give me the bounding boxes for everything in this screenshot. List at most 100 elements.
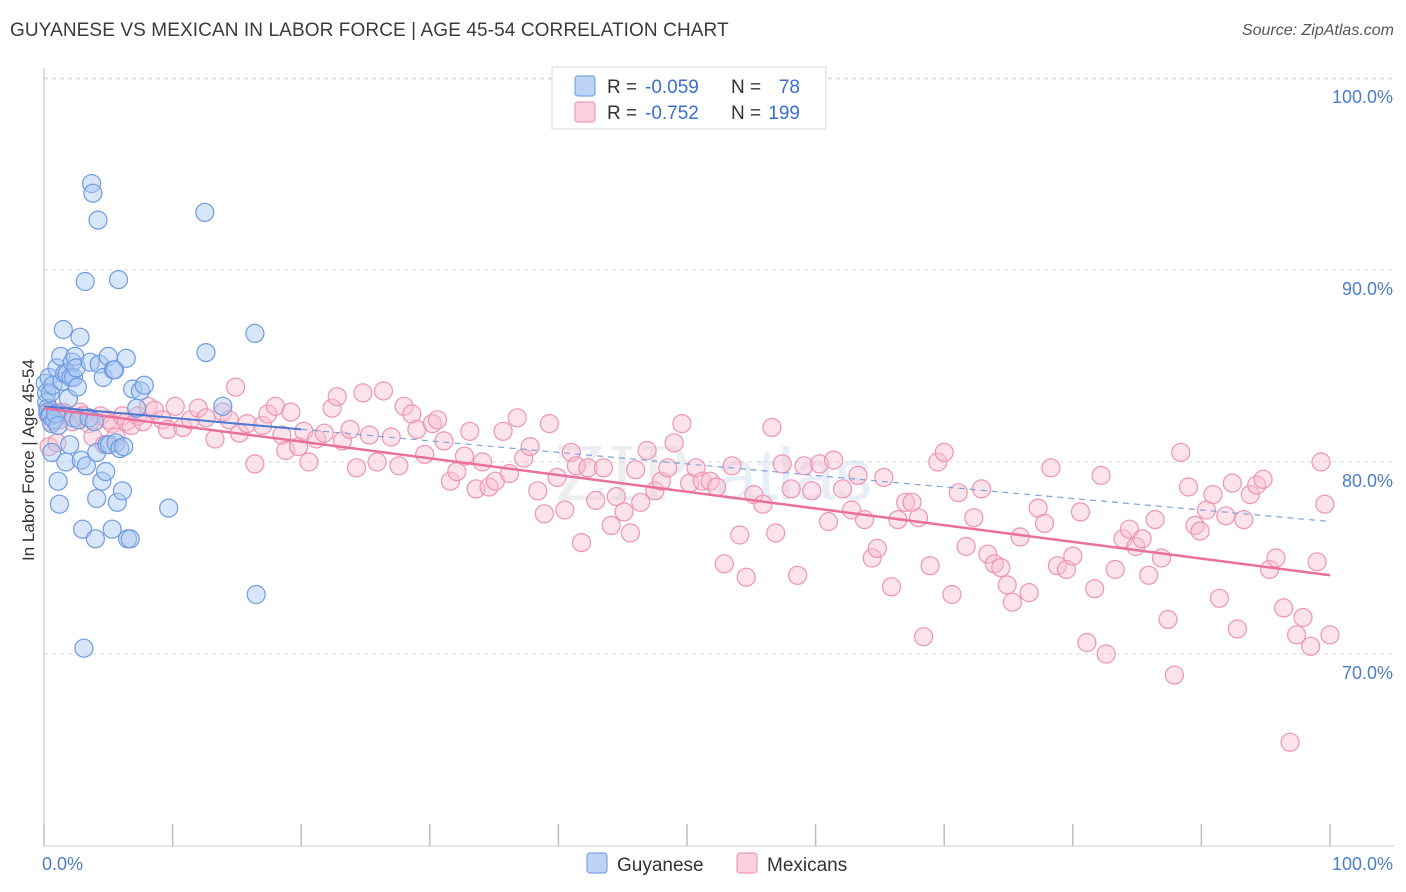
mexicans-n-label: N = bbox=[731, 103, 761, 124]
guyanese-point bbox=[246, 584, 266, 605]
mexicans-point bbox=[454, 446, 475, 466]
mexicans-point bbox=[606, 487, 626, 507]
guyanese-point bbox=[75, 271, 95, 292]
guyanese-point bbox=[159, 498, 179, 518]
mexicans-point bbox=[928, 452, 948, 472]
mexicans-point bbox=[672, 414, 692, 434]
guyanese-trend-line-extension bbox=[301, 428, 1331, 523]
legend-guyanese-label: Guyanese bbox=[617, 855, 704, 876]
mexicans-point bbox=[460, 421, 480, 441]
mexicans-point bbox=[415, 444, 435, 464]
guyanese-point bbox=[96, 462, 116, 482]
guyanese-r-label: R = bbox=[607, 77, 637, 98]
mexicans-point bbox=[664, 433, 684, 453]
mexicans-n-value: 199 bbox=[768, 103, 800, 124]
mexicans-point bbox=[1019, 582, 1039, 603]
mexicans-point bbox=[571, 532, 592, 553]
mexicans-point bbox=[1132, 529, 1152, 549]
mexicans-point bbox=[964, 508, 984, 528]
guyanese-point bbox=[88, 210, 108, 230]
mexicans-point bbox=[948, 483, 968, 503]
guyanese-point bbox=[195, 202, 215, 222]
guyanese-point bbox=[76, 456, 97, 476]
mexicans-point bbox=[165, 396, 185, 416]
guyanese-point bbox=[83, 183, 103, 203]
guyanese-point bbox=[53, 319, 73, 340]
mexicans-point bbox=[848, 465, 868, 485]
mexicans-point bbox=[1070, 502, 1091, 522]
series-legend: Guyanese Mexicans bbox=[586, 852, 847, 876]
guyanese-point bbox=[72, 519, 93, 539]
mexicans-r-value: -0.752 bbox=[645, 103, 699, 124]
mexicans-point bbox=[555, 500, 575, 520]
x-tick-label-max: 100.0% bbox=[1332, 854, 1393, 874]
mexicans-point bbox=[258, 404, 278, 424]
mexicans-point bbox=[322, 398, 342, 418]
legend-mexicans-swatch bbox=[736, 852, 758, 874]
mexicans-point bbox=[1164, 665, 1185, 685]
guyanese-point bbox=[245, 323, 265, 343]
series-mexicans-points bbox=[38, 377, 1340, 752]
mexicans-point bbox=[772, 454, 792, 474]
mexicans-point bbox=[1253, 469, 1273, 489]
mexicans-point bbox=[692, 471, 713, 491]
mexicans-point bbox=[1096, 644, 1116, 664]
mexicans-point bbox=[934, 442, 954, 462]
guyanese-point bbox=[71, 450, 91, 470]
mexicans-point bbox=[299, 452, 319, 472]
mexicans-point bbox=[1034, 513, 1055, 534]
mexicans-point bbox=[422, 414, 442, 434]
guyanese-point bbox=[105, 360, 125, 380]
mexicans-point bbox=[1190, 521, 1210, 541]
y-tick-label: 80.0% bbox=[1342, 471, 1393, 491]
guyanese-point bbox=[93, 367, 113, 388]
guyanese-point bbox=[70, 327, 90, 347]
mexicans-point bbox=[346, 458, 367, 478]
guyanese-point bbox=[108, 270, 129, 290]
mexicans-point bbox=[226, 377, 246, 397]
guyanese-point bbox=[87, 488, 107, 509]
mexicans-point bbox=[706, 477, 727, 497]
mexicans-point bbox=[1002, 592, 1023, 612]
mexicans-point bbox=[631, 492, 651, 512]
mexicans-point bbox=[620, 523, 641, 543]
mexicans-point bbox=[1077, 632, 1097, 653]
guyanese-point bbox=[120, 529, 140, 549]
mexicans-point bbox=[367, 452, 387, 472]
mexicans-point bbox=[991, 557, 1011, 578]
mexicans-point bbox=[528, 481, 548, 501]
mexicans-point bbox=[1216, 506, 1236, 526]
mexicans-point bbox=[867, 538, 887, 559]
mexicans-point bbox=[920, 556, 940, 576]
y-tick-label: 100.0% bbox=[1332, 87, 1393, 107]
mexicans-point bbox=[730, 525, 750, 545]
guyanese-point bbox=[48, 471, 68, 491]
mexicans-point bbox=[593, 458, 614, 478]
guyanese-point bbox=[196, 343, 216, 363]
mexicans-point bbox=[586, 490, 606, 510]
mexicans-point bbox=[1105, 559, 1125, 580]
mexicans-point bbox=[440, 471, 460, 491]
guyanese-point bbox=[66, 358, 86, 378]
mexicans-point bbox=[832, 479, 853, 499]
mexicans-point bbox=[434, 431, 454, 451]
mexicans-point bbox=[472, 452, 493, 472]
mexicans-point bbox=[942, 584, 962, 605]
mexicans-point bbox=[389, 456, 409, 476]
series-guyanese-points bbox=[35, 174, 266, 658]
mexicans-point bbox=[1209, 588, 1230, 608]
guyanese-n-label: N = bbox=[731, 77, 761, 98]
mexicans-point bbox=[1119, 519, 1140, 539]
mexicans-point bbox=[1240, 485, 1260, 505]
mexicans-point bbox=[1041, 458, 1061, 478]
mexicans-point bbox=[1222, 473, 1242, 493]
mexicans-point bbox=[895, 492, 916, 512]
mexicans-point bbox=[753, 494, 773, 514]
mexicans-point bbox=[327, 387, 347, 407]
mexicans-point bbox=[802, 481, 822, 501]
mexicans-point bbox=[394, 396, 414, 416]
mexicans-point bbox=[1234, 509, 1254, 530]
mexicans-point bbox=[1286, 625, 1307, 645]
y-tick-label: 90.0% bbox=[1342, 279, 1393, 299]
